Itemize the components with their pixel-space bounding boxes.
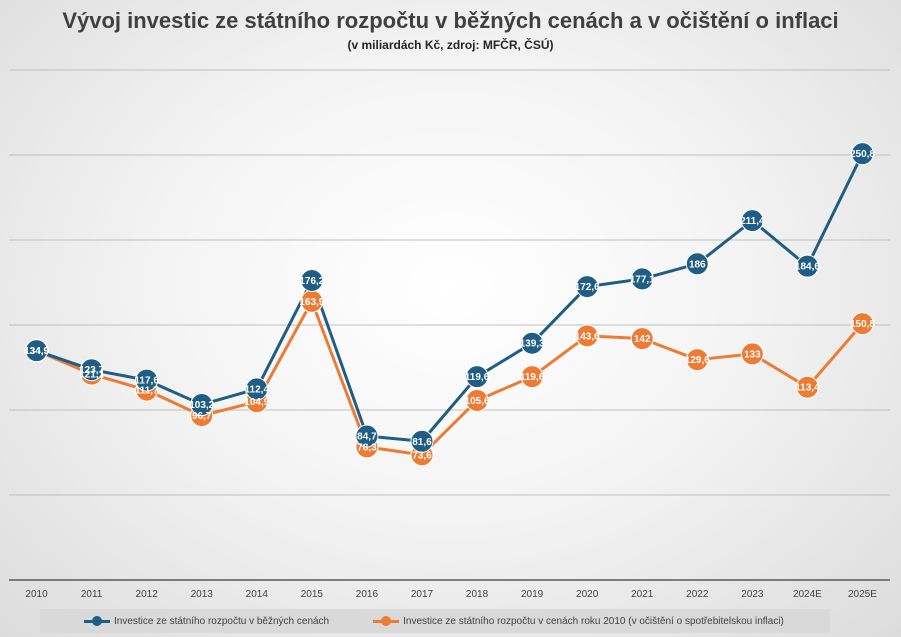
- data-label-nominal: 123,7: [79, 365, 104, 376]
- data-point-nominal: [410, 429, 434, 453]
- data-point-real: [465, 388, 489, 412]
- legend-label-real: Investice ze státního rozpočtu v cenách …: [403, 615, 784, 627]
- data-label-nominal: 112,4: [245, 384, 270, 395]
- x-tick-label: 2014: [246, 589, 269, 600]
- data-label-real: 134,9: [24, 346, 49, 357]
- line-chart: 2010 2011 2012 2013 2014 2015 2016 2017 2018 2019…: [9, 69, 890, 600]
- legend-marker-nominal: [84, 616, 110, 626]
- data-label-real: 129,6: [685, 355, 710, 366]
- x-tick-label: 2025E: [848, 589, 877, 600]
- data-label-real: 96,7: [192, 411, 212, 422]
- data-label-nominal: 177,1: [630, 274, 655, 285]
- series-line-nominal: [36, 152, 864, 443]
- x-tick-label: 2011: [81, 589, 103, 600]
- x-tick-label: 2013: [191, 589, 214, 600]
- data-point-real: [575, 324, 599, 348]
- data-label-nominal: 117,6: [134, 376, 159, 387]
- data-label-nominal: 84,7: [357, 432, 377, 443]
- data-point-real: [630, 327, 654, 351]
- data-label-nominal: 184,6: [795, 262, 820, 273]
- data-point-nominal: [740, 209, 764, 233]
- x-tick-label: 2015: [301, 589, 324, 600]
- data-label-real: 113,4: [795, 383, 820, 394]
- x-tick-label: 2019: [521, 589, 544, 600]
- data-point-real: [520, 365, 544, 389]
- data-label-nominal: 103,2: [189, 400, 214, 411]
- x-tick-label: 2024E: [793, 589, 822, 600]
- data-label-nominal: 139,3: [520, 339, 545, 350]
- data-point-nominal: [795, 254, 819, 278]
- data-label-nominal: 119,6: [465, 372, 490, 383]
- x-tick-label: 2021: [631, 589, 654, 600]
- chart-title: Vývoj investic ze státního rozpočtu v bě…: [62, 8, 839, 33]
- x-tick-label: 2017: [411, 589, 434, 600]
- data-point-nominal: [245, 377, 269, 401]
- legend-item-real: Investice ze státního rozpočtu v cenách …: [373, 616, 784, 627]
- data-point-nominal: [465, 365, 489, 389]
- data-point-real: [740, 342, 764, 366]
- x-tick-label: 2018: [466, 589, 489, 600]
- chart-legend: Investice ze státního rozpočtu v běžných…: [40, 609, 830, 633]
- data-point-nominal: [355, 424, 379, 448]
- data-point-nominal: [300, 268, 324, 292]
- x-tick-label: 2016: [356, 589, 379, 600]
- x-tick-label: 2012: [136, 589, 159, 600]
- legend-label-nominal: Investice ze státního rozpočtu v běžných…: [114, 615, 330, 627]
- data-label-nominal: 81,6: [412, 437, 432, 448]
- data-label-real: 150,8: [850, 319, 875, 330]
- data-label-nominal: 134,9: [24, 346, 49, 357]
- data-point-nominal: [630, 267, 654, 291]
- data-point-real: [685, 348, 709, 372]
- data-label-real: 121,1: [79, 370, 104, 381]
- x-tick-label: 2023: [741, 589, 764, 600]
- legend-item-nominal: Investice ze státního rozpočtu v běžných…: [84, 616, 329, 627]
- data-label-real: 163,9: [299, 297, 324, 308]
- data-point-real: [795, 375, 819, 399]
- data-label-nominal: 250,8: [850, 149, 875, 160]
- data-point-nominal: [850, 142, 874, 166]
- x-tick-label: 2022: [686, 589, 709, 600]
- data-label-nominal: 211,4: [740, 216, 765, 227]
- data-point-nominal: [575, 275, 599, 299]
- data-point-nominal: [25, 339, 49, 363]
- data-label-real: 73,6: [412, 450, 432, 461]
- data-label-real: 105,6: [465, 396, 490, 407]
- data-point-nominal: [80, 358, 104, 382]
- data-point-nominal: [135, 368, 159, 392]
- data-point-real: [850, 312, 874, 336]
- series-line-real: [35, 299, 864, 457]
- data-label-nominal: 176,2: [299, 276, 324, 287]
- data-label-real: 133: [744, 349, 761, 360]
- x-tick-label: 2010: [25, 589, 48, 600]
- data-label-real: 104,9: [244, 397, 269, 408]
- data-point-nominal: [520, 331, 544, 355]
- data-label-nominal: 172,6: [575, 282, 600, 293]
- data-label-real: 111,7: [135, 386, 159, 397]
- data-point-nominal: [685, 252, 709, 276]
- data-label-real: 119,6: [520, 372, 545, 383]
- data-label-real: 78,3: [357, 442, 377, 453]
- data-label-real: 143,6: [575, 331, 600, 342]
- data-point-nominal: [190, 393, 214, 417]
- chart-subtitle: (v miliardách Kč, zdroj: MFČR, ČSÚ): [347, 38, 554, 52]
- x-tick-label: 2020: [576, 589, 599, 600]
- legend-marker-real: [373, 616, 400, 626]
- data-label-real: 142: [634, 334, 651, 345]
- data-label-nominal: 186: [689, 259, 706, 270]
